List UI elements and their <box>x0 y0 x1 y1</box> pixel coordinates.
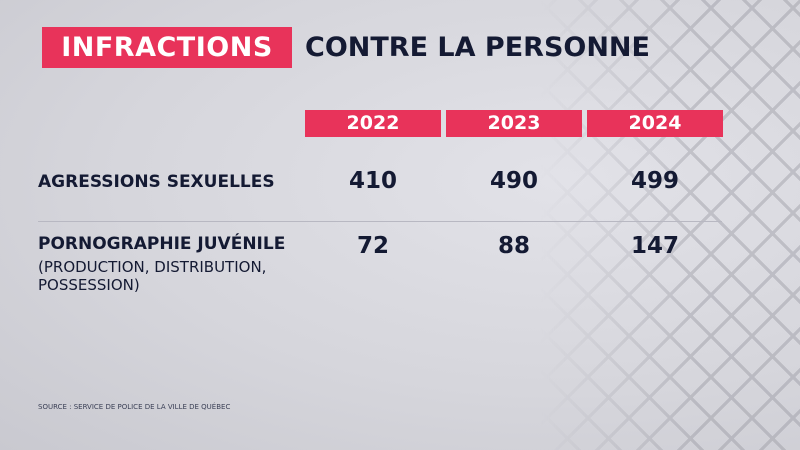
column-header-2024: 2024 <box>587 110 723 137</box>
source-note: SOURCE : SERVICE DE POLICE DE LA VILLE D… <box>38 403 231 411</box>
chain-link-fence-background <box>540 0 800 450</box>
cell-agressions-2023: 490 <box>489 168 538 194</box>
column-header-2022: 2022 <box>305 110 441 137</box>
cell-pornographie-2023: 88 <box>497 233 530 259</box>
row-sublabel-line2: POSSESSION) <box>38 276 140 294</box>
title-rest: CONTRE LA PERSONNE <box>305 32 650 63</box>
row-divider <box>38 221 722 222</box>
cell-agressions-2022: 410 <box>348 168 397 194</box>
title-highlight: INFRACTIONS <box>42 27 292 68</box>
cell-pornographie-2024: 147 <box>630 233 679 259</box>
cell-agressions-2024: 499 <box>630 168 679 194</box>
row-label-agressions: AGRESSIONS SEXUELLES <box>38 172 275 192</box>
column-header-2023: 2023 <box>446 110 582 137</box>
cell-pornographie-2022: 72 <box>356 233 389 259</box>
row-label-pornographie: PORNOGRAPHIE JUVÉNILE <box>38 234 286 254</box>
row-sublabel-line1: (PRODUCTION, DISTRIBUTION, <box>38 258 267 276</box>
